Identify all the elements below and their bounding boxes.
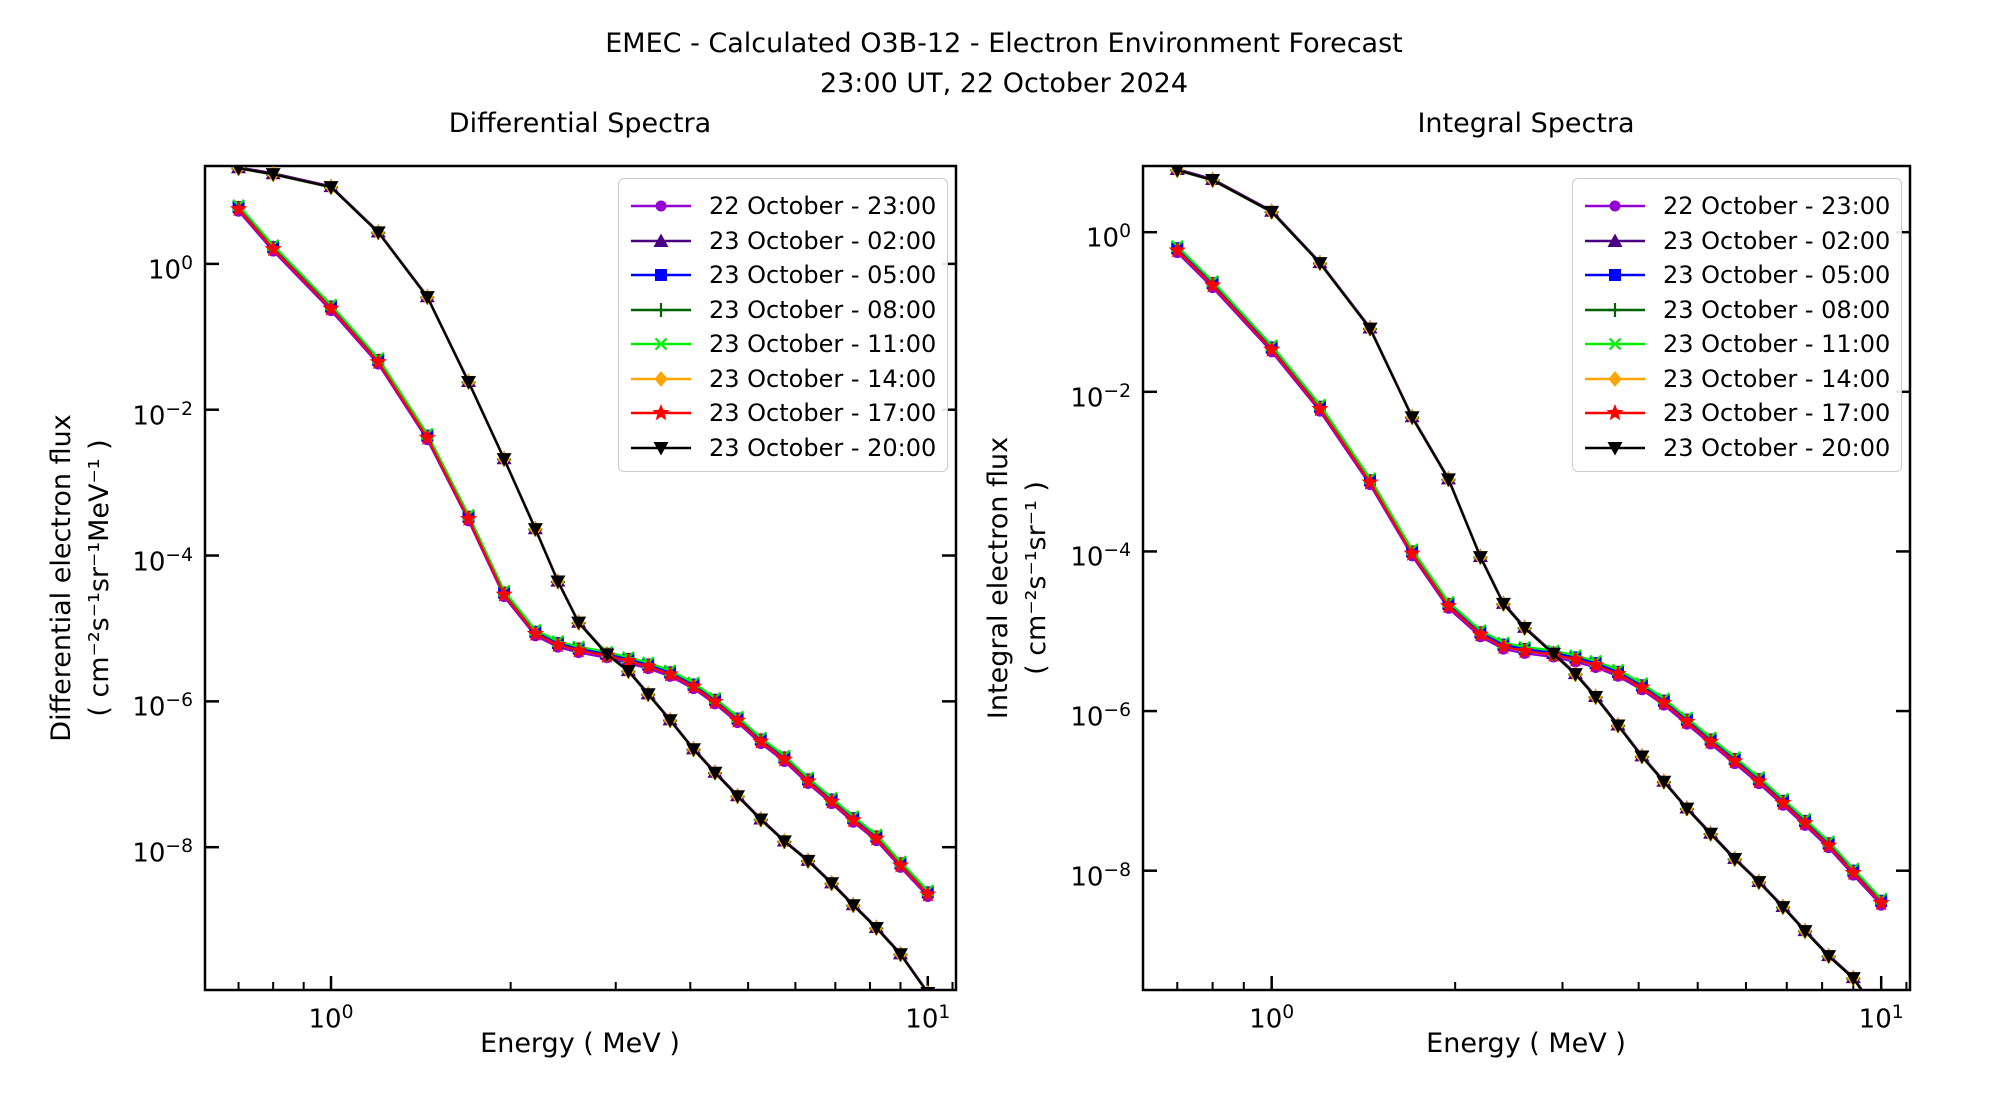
legend-sample-triangle-up-icon	[631, 233, 691, 247]
legend-item: 23 October - 02:00	[1583, 224, 1893, 259]
legend-item-label: 23 October - 05:00	[1663, 261, 1891, 290]
y-tick-label: 10−6	[132, 690, 193, 724]
legend-item-label: 23 October - 11:00	[1663, 330, 1891, 359]
x-tick-label: 101	[905, 1002, 951, 1035]
legend-sample-x-icon	[1585, 337, 1645, 351]
legend-item-label: 23 October - 02:00	[709, 226, 937, 255]
legend-item-label: 23 October - 17:00	[709, 399, 937, 428]
legend-item-label: 23 October - 08:00	[709, 295, 937, 324]
x-tick-label: 101	[1858, 1002, 1904, 1035]
legend-item: 23 October - 08:00	[1583, 293, 1893, 328]
legend-item: 23 October - 20:00	[1583, 431, 1893, 466]
legend-item: 23 October - 05:00	[1583, 258, 1893, 293]
legend-item: 23 October - 14:00	[629, 362, 939, 397]
differential-plot-title: Differential Spectra	[448, 108, 712, 139]
legend-item: 23 October - 17:00	[629, 396, 939, 431]
legend-item: 23 October - 14:00	[1583, 362, 1893, 397]
legend-sample-star-icon	[631, 404, 691, 421]
legend-item: 23 October - 05:00	[629, 258, 939, 293]
legend-item-label: 23 October - 11:00	[709, 330, 937, 359]
legend-item-label: 23 October - 14:00	[709, 364, 937, 393]
legend-item-label: 23 October - 05:00	[709, 261, 937, 290]
x-tick-label: 100	[308, 1002, 354, 1035]
legend-item: 22 October - 23:00	[1583, 189, 1893, 224]
differential-legend: 22 October - 23:00 23 October - 02:00 23 O…	[618, 178, 948, 472]
y-tick-label: 100	[1086, 221, 1131, 254]
legend-sample-x-icon	[631, 337, 691, 351]
legend-item: 23 October - 11:00	[1583, 327, 1893, 362]
legend-item: 23 October - 17:00	[1583, 396, 1893, 431]
y-tick-label: 100	[148, 252, 193, 286]
legend-sample-diamond-icon	[631, 370, 691, 387]
y-tick-label: 10−2	[132, 398, 193, 432]
legend-item-label: 22 October - 23:00	[1663, 192, 1891, 221]
figure-title-line1: EMEC - Calculated O3B-12 - Electron Envi…	[605, 28, 1403, 59]
legend-sample-plus-icon	[631, 302, 691, 317]
legend-item: 22 October - 23:00	[629, 189, 939, 224]
legend-item-label: 23 October - 02:00	[1663, 226, 1891, 255]
legend-sample-triangle-down-icon	[1585, 441, 1645, 456]
legend-sample-circle-icon	[1585, 200, 1645, 212]
x-tick-label: 100	[1249, 1002, 1295, 1035]
legend-item: 23 October - 02:00	[629, 224, 939, 259]
y-tick-label: 10−2	[1070, 380, 1131, 414]
legend-item-label: 23 October - 20:00	[709, 433, 937, 462]
integral-legend: 22 October - 23:00 23 October - 02:00 23 O…	[1572, 178, 1902, 472]
legend-item-label: 23 October - 08:00	[1663, 295, 1891, 324]
figure-title-line2: 23:00 UT, 22 October 2024	[819, 68, 1189, 99]
legend-item: 23 October - 20:00	[629, 431, 939, 466]
legend-sample-square-icon	[1585, 269, 1645, 282]
integral-plot-title: Integral Spectra	[1417, 108, 1635, 139]
legend-item-label: 23 October - 20:00	[1663, 433, 1891, 462]
integral-xlabel: Energy ( MeV )	[1426, 1028, 1626, 1059]
y-tick-label: 10−6	[1070, 700, 1131, 733]
differential-xlabel: Energy ( MeV )	[480, 1028, 680, 1059]
legend-item: 23 October - 08:00	[629, 293, 939, 328]
legend-sample-triangle-down-icon	[631, 441, 691, 456]
legend-sample-square-icon	[631, 269, 691, 282]
legend-item-label: 22 October - 23:00	[709, 192, 937, 221]
legend-item-label: 23 October - 17:00	[1663, 399, 1891, 428]
y-tick-label: 10−4	[132, 544, 193, 578]
y-tick-label: 10−8	[1070, 859, 1131, 893]
differential-curves	[230, 166, 937, 990]
y-tick-label: 10−4	[1070, 540, 1131, 574]
legend-sample-plus-icon	[1585, 302, 1645, 317]
legend-sample-circle-icon	[631, 200, 691, 212]
legend-sample-triangle-up-icon	[1585, 233, 1645, 247]
y-tick-label: 10−8	[132, 836, 193, 869]
legend-sample-star-icon	[1585, 404, 1645, 421]
legend-sample-diamond-icon	[1585, 370, 1645, 387]
legend-item: 23 October - 11:00	[629, 327, 939, 362]
legend-item-label: 23 October - 14:00	[1663, 364, 1891, 393]
integral-curves	[1168, 166, 1890, 990]
